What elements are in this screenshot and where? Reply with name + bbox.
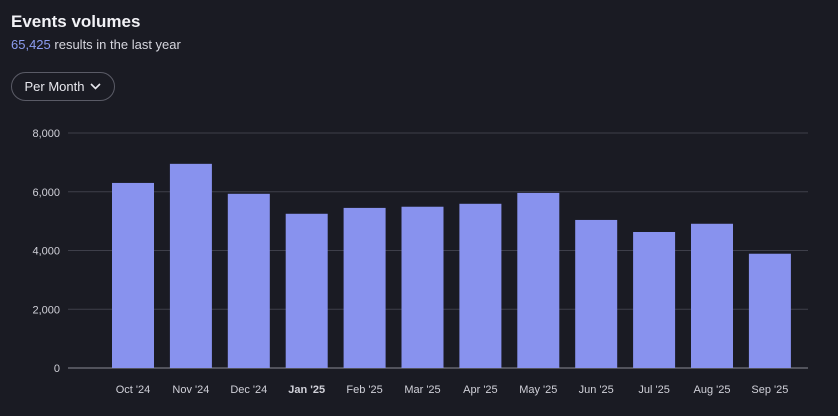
chevron-down-icon xyxy=(90,83,102,90)
x-tick-label: Jul '25 xyxy=(638,384,669,396)
bar-7 xyxy=(517,192,560,368)
x-tick-label: Jun '25 xyxy=(579,384,614,396)
x-tick-label: Sep '25 xyxy=(751,384,788,396)
y-tick-label: 4,000 xyxy=(32,246,60,258)
bar-2 xyxy=(227,193,270,368)
bar-6 xyxy=(459,203,502,368)
results-summary: 65,425 results in the last year xyxy=(11,37,181,52)
y-tick-label: 2,000 xyxy=(32,304,60,316)
granularity-label: Per Month xyxy=(24,79,85,94)
bar-5 xyxy=(401,206,444,368)
x-tick-label: Nov '24 xyxy=(172,384,209,396)
x-tick-label: Jan '25 xyxy=(288,384,325,396)
x-tick-label: Dec '24 xyxy=(230,384,267,396)
bar-3 xyxy=(285,213,328,368)
bar-9 xyxy=(633,231,676,368)
x-tick-label: Oct '24 xyxy=(116,384,151,396)
granularity-dropdown[interactable]: Per Month xyxy=(11,72,115,101)
x-tick-label: Aug '25 xyxy=(694,384,731,396)
bar-0 xyxy=(112,182,154,368)
bar-1 xyxy=(169,163,212,368)
y-tick-label: 8,000 xyxy=(32,128,60,140)
bar-4 xyxy=(343,207,386,368)
bar-11 xyxy=(748,253,791,368)
x-tick-label: May '25 xyxy=(519,384,557,396)
bar-8 xyxy=(575,219,618,368)
y-tick-label: 0 xyxy=(54,363,60,375)
results-suffix: results in the last year xyxy=(54,37,181,52)
x-tick-label: Apr '25 xyxy=(463,384,498,396)
x-tick-label: Feb '25 xyxy=(346,384,382,396)
bar-10 xyxy=(691,223,733,368)
results-count: 65,425 xyxy=(11,37,51,52)
x-tick-label: Mar '25 xyxy=(404,384,440,396)
y-tick-label: 6,000 xyxy=(32,187,60,199)
chart-title: Events volumes xyxy=(11,12,141,31)
